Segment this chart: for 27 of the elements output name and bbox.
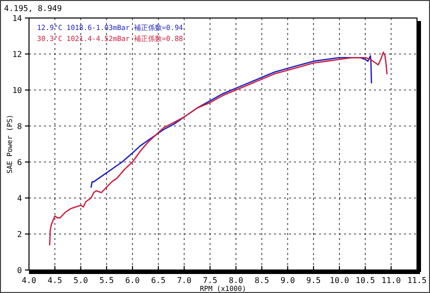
x-tick-label: 4.0: [22, 276, 36, 285]
y-tick-label: 6: [17, 158, 22, 167]
x-tick-label: 11.0: [382, 276, 401, 285]
y-tick-label: 14: [12, 14, 22, 23]
x-tick-label: 7.5: [202, 276, 218, 285]
x-tick-label: 8.5: [254, 276, 270, 285]
x-tick-label: 9.5: [306, 276, 321, 285]
x-tick-label: 6.0: [125, 276, 140, 285]
x-tick-label: 4.5: [48, 276, 62, 285]
x-tick-label: 10.5: [356, 276, 376, 285]
y-tick-label: 10: [12, 86, 22, 95]
x-tick-label: 7.0: [176, 276, 192, 285]
x-tick-label: 9.0: [280, 276, 296, 285]
y-tick-label: 2: [17, 230, 22, 239]
y-tick-label: 12: [12, 50, 22, 59]
y-tick-label: 4: [17, 194, 22, 203]
x-tick-label: 5.0: [74, 276, 88, 285]
line-series: [49, 52, 388, 246]
y-tick-label: 0: [17, 266, 22, 275]
y-tick-label: 8: [17, 122, 22, 131]
text: 4.195, 8.949: [4, 4, 62, 13]
x-tick-label: 11.5: [407, 276, 427, 285]
x-tick-label: 8.0: [228, 276, 244, 285]
line-series: [90, 55, 372, 188]
x-tick-label: 6.5: [151, 276, 166, 285]
x-tick-label: 10.0: [330, 276, 350, 285]
x-tick-label: 5.5: [99, 276, 114, 285]
